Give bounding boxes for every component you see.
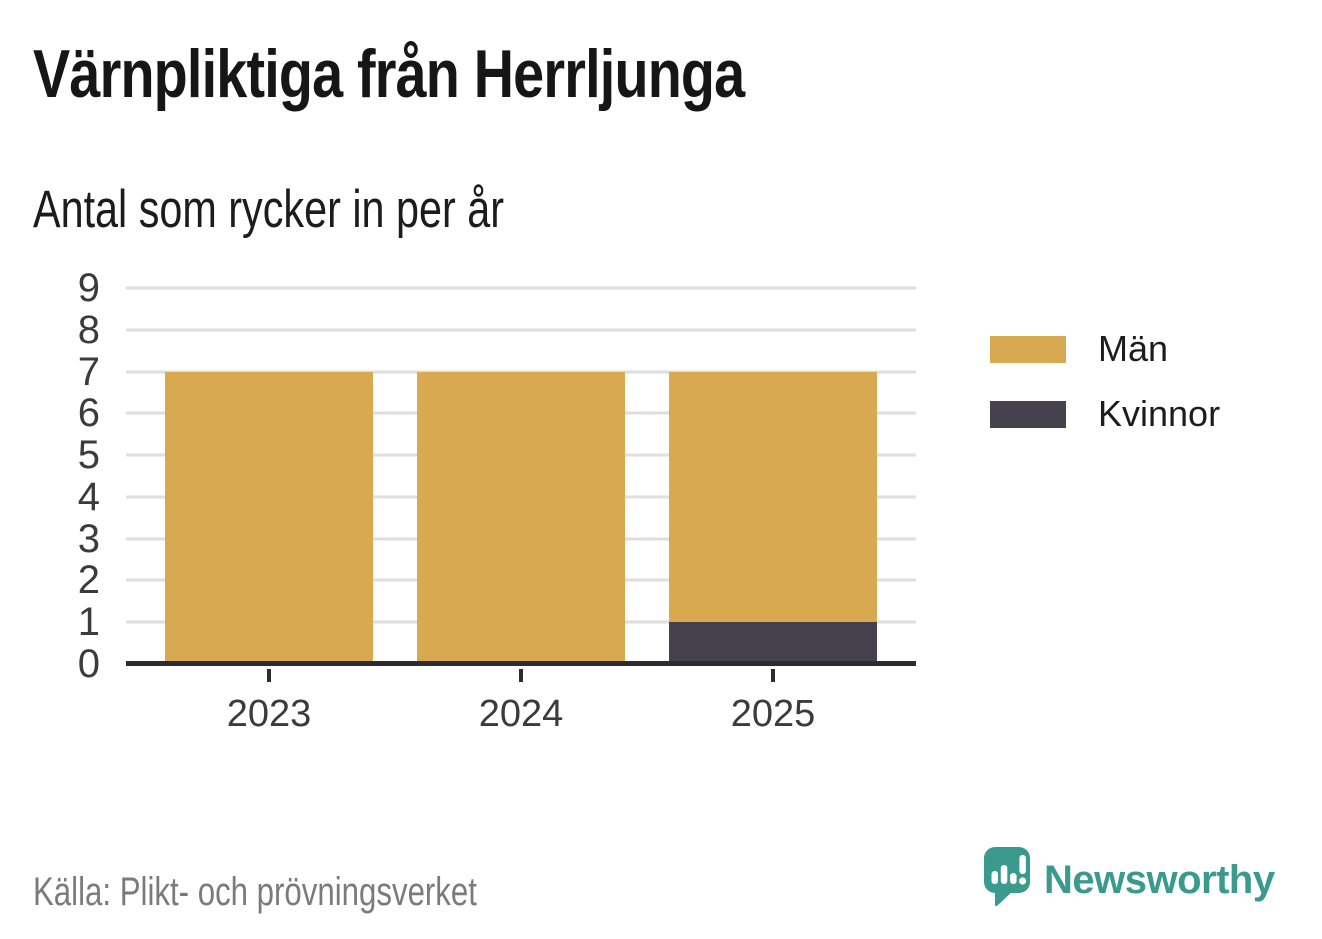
x-tick-label-2025: 2025 <box>730 693 816 735</box>
y-tick-label-1: 1 <box>77 600 100 645</box>
bar-2024 <box>417 288 625 664</box>
y-tick-label-3: 3 <box>77 516 100 561</box>
legend-item-Män: Män <box>990 331 1220 367</box>
source-note: Källa: Plikt- och prövningsverket <box>33 870 477 914</box>
brand-lockup: Newsworthy <box>982 846 1275 913</box>
gridline-9 <box>126 286 916 290</box>
y-tick-label-8: 8 <box>77 307 100 352</box>
x-tick-2023 <box>267 669 271 682</box>
brand-name: Newsworthy <box>1044 857 1275 902</box>
y-tick-label-5: 5 <box>77 433 100 478</box>
x-tick-label-2023: 2023 <box>226 693 312 735</box>
gridline-7 <box>126 370 916 374</box>
bar-2023 <box>165 288 373 664</box>
y-tick-label-7: 7 <box>77 349 100 394</box>
speech-bubble-bar-chart-icon <box>982 846 1032 913</box>
legend-label-Män: Män <box>1098 328 1169 369</box>
page-title: Värnpliktiga från Herrljunga <box>33 36 745 112</box>
legend-swatch-Män <box>990 335 1066 363</box>
plot-area <box>126 286 916 666</box>
bar-segment-2024-Män <box>417 371 625 664</box>
x-tick-2025 <box>771 669 775 682</box>
chart-subtitle: Antal som rycker in per år <box>33 180 504 239</box>
x-tick-label-2024: 2024 <box>478 693 564 735</box>
bar-segment-2023-Män <box>165 371 373 664</box>
y-tick-label-2: 2 <box>77 558 100 603</box>
gridline-8 <box>126 328 916 332</box>
y-tick-label-9: 9 <box>77 266 100 310</box>
x-axis-labels: 2023 2024 2025 <box>126 669 916 733</box>
legend-label-Kvinnor: Kvinnor <box>1098 393 1221 434</box>
legend-swatch-Kvinnor <box>990 400 1066 428</box>
bar-2025 <box>669 288 877 664</box>
y-tick-label-6: 6 <box>77 391 100 436</box>
y-tick-label-0: 0 <box>77 642 100 686</box>
legend: Män Kvinnor <box>990 331 1220 461</box>
bar-segment-2025-Män <box>669 371 877 623</box>
x-cell-2024: 2024 <box>417 669 625 733</box>
legend-item-Kvinnor: Kvinnor <box>990 396 1220 432</box>
x-tick-2024 <box>519 669 523 682</box>
bars-container <box>126 288 916 664</box>
bar-segment-2025-Kvinnor <box>669 622 877 664</box>
x-cell-2025: 2025 <box>669 669 877 733</box>
x-cell-2023: 2023 <box>165 669 373 733</box>
x-axis-line <box>126 661 916 666</box>
y-tick-label-4: 4 <box>77 474 100 519</box>
